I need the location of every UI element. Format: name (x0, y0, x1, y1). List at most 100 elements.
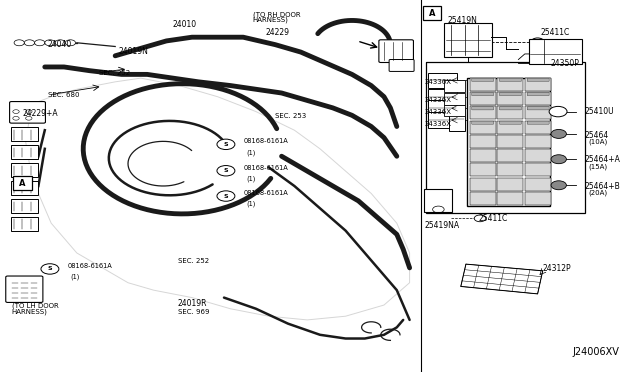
Bar (470, 121, 495, 134)
Text: 24229: 24229 (266, 28, 289, 37)
FancyBboxPatch shape (449, 107, 465, 131)
Text: 08168-6161A: 08168-6161A (243, 138, 288, 144)
Bar (497, 149, 524, 162)
Circle shape (551, 181, 566, 190)
Bar (423, 6, 441, 20)
Bar (470, 106, 495, 119)
FancyBboxPatch shape (499, 107, 522, 110)
FancyBboxPatch shape (444, 23, 492, 57)
Text: (1): (1) (246, 201, 256, 207)
Text: 24336X: 24336X (424, 97, 451, 103)
Text: 24229+A: 24229+A (22, 109, 58, 118)
FancyBboxPatch shape (444, 105, 465, 116)
Text: HARNESS): HARNESS) (253, 16, 289, 23)
Bar (525, 177, 551, 191)
Text: (15A): (15A) (589, 163, 608, 170)
Bar (470, 92, 495, 105)
FancyBboxPatch shape (6, 276, 43, 302)
FancyBboxPatch shape (499, 121, 522, 124)
Text: J24006XV: J24006XV (573, 347, 620, 356)
Circle shape (549, 106, 567, 117)
Text: 25464: 25464 (584, 131, 609, 140)
Polygon shape (461, 264, 543, 294)
Bar (11, 199, 38, 213)
Bar (497, 163, 524, 176)
Bar (11, 181, 38, 195)
Text: SEC. 252: SEC. 252 (99, 70, 131, 76)
Text: S: S (223, 142, 228, 147)
Text: (20A): (20A) (589, 189, 608, 196)
Bar (11, 217, 38, 231)
Text: SEC. 252: SEC. 252 (178, 258, 209, 264)
FancyBboxPatch shape (389, 60, 414, 71)
Bar (470, 177, 495, 191)
Bar (525, 92, 551, 105)
Circle shape (35, 40, 45, 46)
Text: 25410U: 25410U (584, 107, 614, 116)
FancyBboxPatch shape (424, 189, 452, 212)
Circle shape (14, 40, 24, 46)
Text: 08168-6161A: 08168-6161A (243, 190, 288, 196)
Text: A: A (19, 179, 26, 187)
Bar (470, 78, 495, 91)
Text: S: S (223, 168, 228, 173)
FancyBboxPatch shape (428, 100, 457, 116)
Circle shape (551, 129, 566, 138)
Bar (426, 62, 585, 213)
FancyBboxPatch shape (527, 93, 549, 96)
Text: S: S (223, 193, 228, 199)
Text: 25419N: 25419N (448, 16, 478, 25)
Bar (11, 127, 38, 141)
FancyBboxPatch shape (499, 93, 522, 96)
Text: 08168-6161A: 08168-6161A (243, 165, 288, 171)
Bar (525, 192, 551, 205)
Circle shape (41, 264, 59, 274)
Bar (525, 149, 551, 162)
Circle shape (551, 155, 566, 164)
Circle shape (217, 166, 235, 176)
FancyBboxPatch shape (428, 112, 457, 128)
Bar (525, 121, 551, 134)
Text: (1): (1) (246, 176, 256, 182)
FancyBboxPatch shape (527, 107, 549, 110)
Text: 24019N: 24019N (118, 47, 148, 56)
Text: SEC. 680: SEC. 680 (48, 92, 79, 98)
Circle shape (531, 38, 544, 45)
FancyBboxPatch shape (428, 73, 457, 88)
Bar (470, 135, 495, 148)
Text: (10A): (10A) (589, 138, 608, 145)
Text: 24350P: 24350P (550, 59, 579, 68)
FancyBboxPatch shape (527, 121, 549, 124)
Bar (497, 177, 524, 191)
Text: 24336X: 24336X (424, 121, 451, 126)
Bar (497, 78, 524, 91)
Text: (TO LH DOOR: (TO LH DOOR (12, 302, 58, 309)
Bar (497, 192, 524, 205)
FancyBboxPatch shape (472, 93, 493, 96)
Circle shape (474, 215, 486, 222)
Text: 24336X: 24336X (424, 109, 451, 115)
Circle shape (55, 40, 65, 46)
Bar (11, 145, 38, 159)
FancyBboxPatch shape (428, 89, 457, 105)
Text: 25464+A: 25464+A (584, 155, 620, 164)
Bar (497, 135, 524, 148)
Bar (13, 176, 32, 190)
Bar (470, 149, 495, 162)
Circle shape (24, 40, 35, 46)
FancyBboxPatch shape (529, 39, 582, 64)
Text: (1): (1) (70, 274, 80, 280)
Text: 24040: 24040 (48, 40, 72, 49)
Bar (497, 106, 524, 119)
Bar (497, 92, 524, 105)
FancyBboxPatch shape (472, 78, 493, 81)
Bar (525, 78, 551, 91)
FancyBboxPatch shape (472, 121, 493, 124)
Bar (525, 135, 551, 148)
Circle shape (45, 40, 55, 46)
FancyBboxPatch shape (444, 80, 465, 92)
Bar (470, 163, 495, 176)
Bar (497, 121, 524, 134)
Text: 25411C: 25411C (541, 28, 570, 37)
Text: 25411C: 25411C (479, 214, 508, 223)
